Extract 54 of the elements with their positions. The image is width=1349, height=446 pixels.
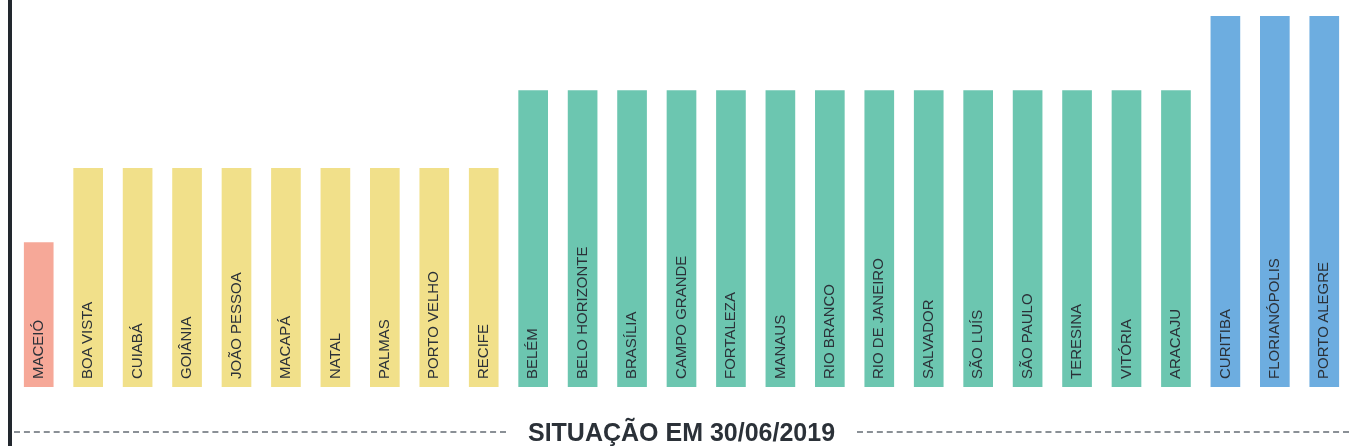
x-tick-label: CUIABÁ <box>127 323 145 379</box>
bar <box>1062 90 1092 387</box>
x-tick-label: JOÃO PESSOA <box>226 272 244 379</box>
bar <box>73 168 103 387</box>
x-tick-label: NATAL <box>325 332 343 379</box>
bar <box>419 168 450 387</box>
x-tick-label: RECIFE <box>473 323 491 379</box>
bar <box>765 90 796 387</box>
bar <box>468 168 499 387</box>
x-tick-label: SÃO LUÍS <box>968 309 986 379</box>
bar <box>913 90 944 387</box>
bar <box>963 90 993 387</box>
bar <box>617 90 647 387</box>
x-tick-label: RIO DE JANEIRO <box>869 258 887 379</box>
x-tick-label: VITÓRIA <box>1116 318 1134 379</box>
bar <box>271 168 301 387</box>
x-tick-label: PORTO VELHO <box>424 271 442 379</box>
x-tick-label: CURITIBA <box>1215 308 1233 379</box>
x-tick-label: BELO HORIZONTE <box>572 246 590 379</box>
x-tick-label: BELÉM <box>523 328 541 379</box>
bar <box>23 242 54 387</box>
bar <box>1260 16 1290 387</box>
x-tick-label: SÃO PAULO <box>1017 293 1035 379</box>
bar <box>666 90 697 387</box>
bar <box>815 90 845 387</box>
bar <box>716 90 746 387</box>
x-tick-label: BRASÍLIA <box>622 311 640 379</box>
bar <box>320 168 351 387</box>
x-tick-label: MANAUS <box>770 314 788 379</box>
bar <box>518 90 548 387</box>
bar <box>864 90 895 387</box>
text: SITUAÇÃO EM 30/06/2019 <box>526 417 837 446</box>
bar <box>172 168 202 387</box>
x-tick-label: RIO BRANCO <box>819 283 837 379</box>
x-tick-label: BOA VISTA <box>78 301 96 379</box>
bar <box>1012 90 1043 387</box>
x-tick-label: FLORIANÓPOLIS <box>1264 258 1282 379</box>
bar <box>370 168 400 387</box>
x-tick-label: MACAPÁ <box>276 315 294 379</box>
x-tick-label: SALVADOR <box>918 299 936 379</box>
bar <box>1210 16 1241 387</box>
x-tick-label: ARACAJU <box>1166 308 1184 379</box>
x-tick-label: PALMAS <box>374 319 392 379</box>
bar <box>567 90 598 387</box>
x-tick-label: TERESINA <box>1067 303 1085 379</box>
x-tick-label: FORTALEZA <box>721 292 739 379</box>
x-tick-label: MACEIÓ <box>28 319 46 379</box>
bar <box>1309 16 1340 387</box>
bar <box>1111 90 1142 387</box>
x-tick-label: GOIÂNIA <box>177 316 195 379</box>
bar <box>1161 90 1191 387</box>
bar <box>122 168 153 387</box>
x-tick-label: CAMPO GRANDE <box>671 255 689 379</box>
x-tick-label: PORTO ALEGRE <box>1314 262 1332 379</box>
